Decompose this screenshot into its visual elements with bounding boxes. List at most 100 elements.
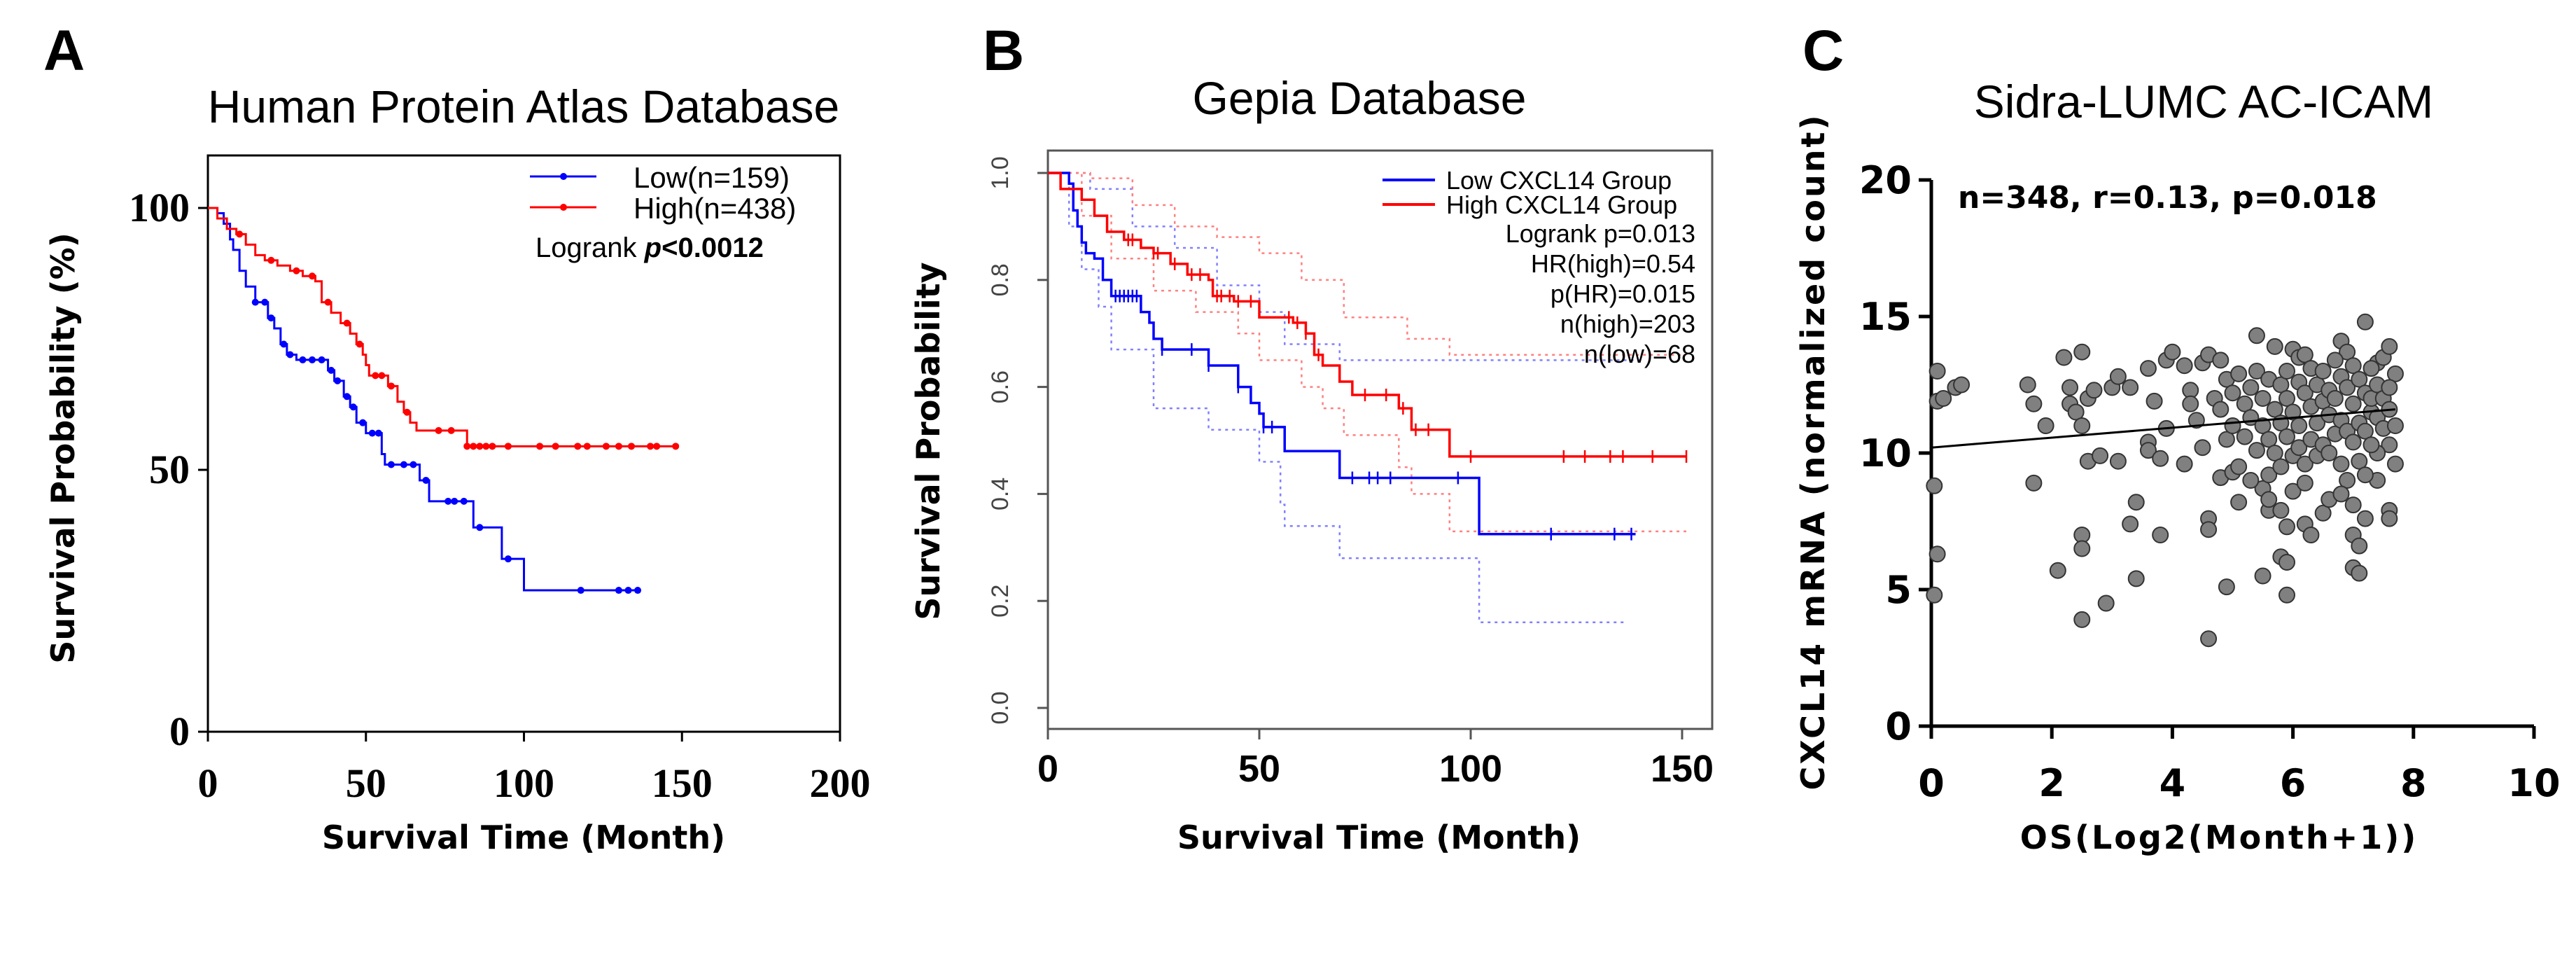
scatter-point-c bbox=[2290, 439, 2308, 457]
logrank-p: p bbox=[644, 232, 662, 263]
chart-title-a: Human Protein Atlas Database bbox=[208, 81, 840, 132]
scatter-point-c bbox=[2356, 466, 2374, 484]
ci-lower-high-b bbox=[1048, 172, 1687, 533]
x-axis-title-a: Survival Time (Month) bbox=[322, 819, 725, 856]
scatter-point-c bbox=[2320, 445, 2338, 461]
scatter-point-c bbox=[2278, 390, 2295, 407]
scatter-point-c bbox=[2146, 392, 2163, 410]
scatter-point-c bbox=[2073, 343, 2091, 361]
ci-lower-low-b bbox=[1048, 172, 1628, 624]
scatter-point-c bbox=[2025, 474, 2043, 492]
y-tick-label-b: 0.0 bbox=[987, 691, 1014, 724]
censor-mark-low-a bbox=[387, 461, 395, 468]
scatter-point-c bbox=[2212, 401, 2230, 418]
scatter-point-c bbox=[2314, 504, 2332, 522]
censor-mark-high-a bbox=[482, 443, 490, 450]
scatter-point-c bbox=[2194, 439, 2211, 457]
y-tick-label-b: 0.4 bbox=[987, 478, 1014, 510]
scatter-point-c bbox=[2296, 474, 2314, 492]
y-tick-label-b: 0.6 bbox=[987, 370, 1014, 403]
scatter-point-c bbox=[2356, 313, 2374, 331]
censor-mark-low-a bbox=[624, 587, 632, 594]
censor-mark-high-a bbox=[308, 272, 316, 280]
censor-mark-high-a bbox=[647, 443, 654, 450]
y-tick-label-b: 0.2 bbox=[987, 585, 1014, 618]
legend-label-low-b: Low CXCL14 Group bbox=[1446, 166, 1672, 195]
panel-c: C Sidra-LUMC AC-ICAM 0 2 4 6 8 10 0 5 10 15 20 n=3… bbox=[1794, 19, 2561, 856]
scatter-point-c bbox=[2296, 384, 2314, 402]
scatter-point-c bbox=[2218, 578, 2235, 596]
x-tick-label-a: 150 bbox=[652, 760, 713, 806]
censor-mark-low-a bbox=[577, 587, 584, 594]
censor-mark-low-a bbox=[359, 419, 367, 426]
y-tick-label-c: 5 bbox=[1885, 568, 1912, 612]
scatter-point-c bbox=[2381, 510, 2398, 527]
censor-mark-low-a bbox=[374, 429, 382, 437]
scatter-point-c bbox=[2260, 431, 2278, 448]
censor-mark-high-a bbox=[356, 340, 363, 348]
scatter-point-c bbox=[2067, 403, 2085, 421]
x-tick-label-a: 0 bbox=[198, 760, 218, 806]
censor-mark-low-a bbox=[318, 356, 326, 363]
scatter-point-c bbox=[2356, 422, 2374, 440]
scatter-point-c bbox=[2278, 363, 2295, 380]
scatter-point-c bbox=[2019, 376, 2036, 394]
scatter-point-c bbox=[2326, 352, 2344, 369]
censor-mark-high-a bbox=[602, 443, 610, 450]
scatter-point-c bbox=[2381, 436, 2398, 454]
censor-mark-high-a bbox=[343, 319, 351, 327]
scatter-point-c bbox=[2073, 417, 2091, 434]
censor-mark-high-a bbox=[653, 443, 661, 450]
scatter-point-c bbox=[1926, 586, 1943, 604]
x-tick-label-c: 8 bbox=[2400, 761, 2427, 805]
scatter-point-c bbox=[2152, 450, 2169, 467]
scatter-point-c bbox=[2381, 338, 2398, 355]
scatter-point-c bbox=[2272, 458, 2290, 475]
scatter-point-c bbox=[2339, 472, 2356, 489]
plot-area-a: 0 50 100 150 200 0 50 100 bbox=[129, 154, 871, 806]
censor-mark-low-a bbox=[334, 377, 342, 384]
scatter-point-c bbox=[2025, 395, 2043, 412]
y-tick-label-c: 0 bbox=[1885, 704, 1912, 749]
x-tick-label-a: 50 bbox=[346, 760, 386, 806]
scatter-point-c bbox=[2230, 458, 2248, 475]
scatter-point-c bbox=[2164, 343, 2181, 361]
censor-mark-high-a bbox=[236, 230, 244, 238]
scatter-point-c bbox=[2344, 395, 2362, 412]
scatter-point-c bbox=[2224, 384, 2241, 402]
y-axis-title-b: Survival Probability bbox=[909, 262, 947, 620]
survival-curve-low-a bbox=[208, 207, 638, 592]
censor-mark-high-a bbox=[552, 443, 559, 450]
stat-line-b: HR(high)=0.54 bbox=[1531, 249, 1695, 278]
scatter-point-c bbox=[2122, 379, 2139, 396]
x-tick-label-c: 2 bbox=[2038, 761, 2065, 805]
censor-mark-low-a bbox=[343, 393, 351, 401]
scatter-point-c bbox=[2266, 445, 2283, 461]
censor-mark-high-a bbox=[672, 443, 680, 450]
scatter-point-c bbox=[2092, 447, 2109, 464]
scatter-point-c bbox=[2344, 496, 2362, 514]
scatter-point-c bbox=[1926, 477, 1943, 494]
scatter-point-c bbox=[2351, 537, 2368, 555]
logrank-prefix: Logrank bbox=[536, 232, 645, 263]
scatter-point-c bbox=[2332, 455, 2350, 473]
scatter-point-c bbox=[2356, 510, 2374, 527]
censor-mark-low-a bbox=[286, 351, 294, 359]
scatter-point-c bbox=[2351, 452, 2368, 470]
scatter-point-c bbox=[2260, 491, 2278, 508]
scatter-point-c bbox=[2284, 403, 2302, 421]
panel-b: B Gepia Database 0 50 100 150 0.0 0.2 0.4 0.6 0.… bbox=[909, 19, 1714, 856]
x-axis-title-c: OS(Log2(Month+1)) bbox=[2020, 819, 2418, 856]
scatter-point-c bbox=[2266, 401, 2283, 418]
scatter-point-c bbox=[2127, 494, 2145, 511]
scatter-point-c bbox=[2296, 455, 2314, 473]
scatter-point-c bbox=[2055, 349, 2073, 366]
censor-mark-low-a bbox=[400, 461, 407, 468]
panel-label-c: C bbox=[1802, 19, 1844, 83]
x-tick-label-b: 50 bbox=[1238, 748, 1280, 790]
scatter-point-c bbox=[2242, 472, 2260, 489]
scatter-point-c bbox=[2182, 395, 2199, 412]
regression-line-c bbox=[1931, 408, 2396, 449]
censor-mark-high-a bbox=[574, 443, 582, 450]
